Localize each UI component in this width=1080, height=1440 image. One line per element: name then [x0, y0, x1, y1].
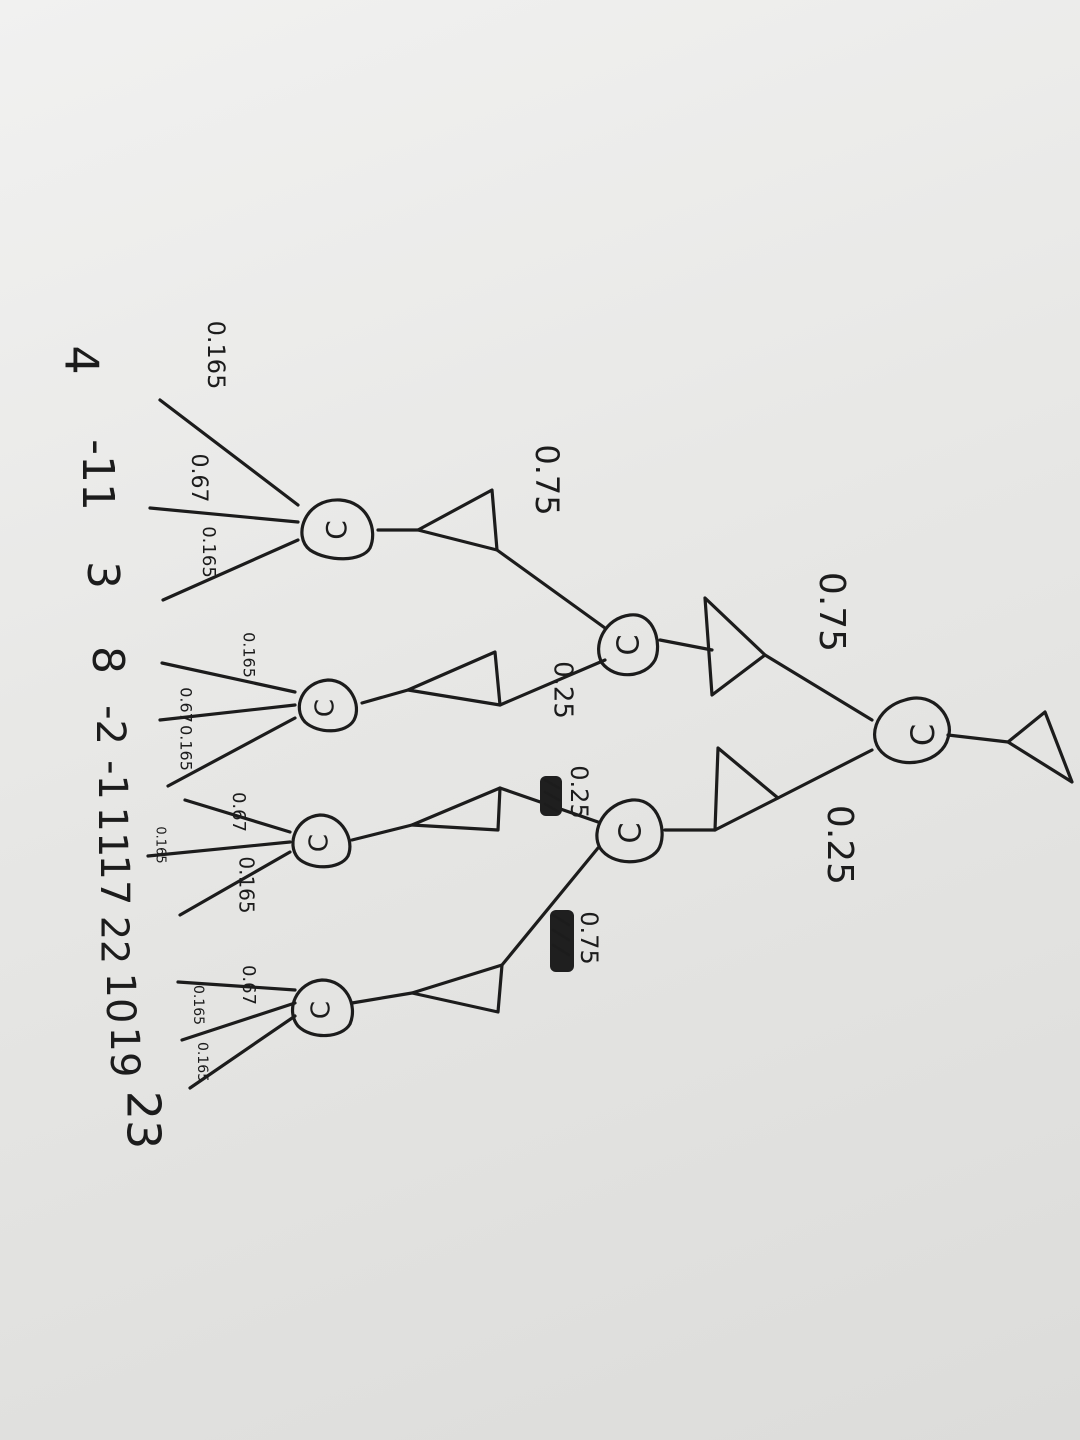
edge-c2-b — [158, 703, 297, 722]
edge-c1-b — [148, 506, 300, 524]
edge-l2-2-to-chance — [360, 688, 410, 705]
edge-l1-left-b — [498, 658, 607, 707]
label-c2-a: 0.165 — [240, 632, 259, 678]
leaf-value-5: -2 — [87, 705, 133, 745]
label-c2-c: 0.165 — [177, 725, 196, 771]
leaf-value-10: 10 — [97, 973, 143, 1024]
l2-tri-1 — [416, 488, 499, 552]
edge-l2-3-to-chance — [350, 823, 414, 842]
l1-left-chance-letter: C — [612, 635, 647, 656]
label-c3-a: 0.67 — [228, 792, 249, 832]
l2-chance-1-letter: C — [320, 520, 353, 540]
edge-c3-a — [183, 798, 292, 834]
l1-right-triangle — [713, 746, 780, 832]
label-l1-right-b: 0.75 — [575, 911, 603, 964]
l2-chance-2 — [297, 678, 359, 733]
edge-l2-4-to-chance — [350, 991, 414, 1005]
l2-tri-4 — [410, 963, 504, 1014]
l2-chance-4 — [291, 978, 355, 1038]
label-c1-c: 0.165 — [198, 526, 219, 578]
label-c3-c: 0.165 — [235, 856, 259, 913]
edge-c2-a — [160, 661, 297, 694]
label-c4-c: 0.165 — [194, 1042, 210, 1082]
label-l1-left-b: 0.25 — [548, 661, 578, 719]
leaf-value-6: -1 — [89, 760, 135, 800]
leaf-value-3: 3 — [77, 561, 128, 589]
label-l1-left-a: 0.75 — [528, 444, 566, 515]
edge-c4-a — [176, 980, 297, 992]
label-c1-a: 0.165 — [202, 321, 230, 390]
label-root-right: 0.25 — [819, 805, 860, 885]
scribble-mark-b — [550, 910, 574, 972]
label-c2-b: 0.67 — [177, 687, 196, 723]
leaf-value-12: 23 — [117, 1091, 171, 1150]
leaf-value-2: -11 — [72, 439, 123, 511]
root-max-triangle — [1006, 710, 1074, 784]
leaf-value-8: 17 — [91, 855, 137, 906]
edge-c4-c — [188, 1014, 297, 1090]
l1-right-chance-node — [595, 798, 664, 864]
leaf-value-1: 4 — [55, 345, 109, 374]
l1-left-chance-node — [597, 613, 660, 677]
edge-l1-left-tri-to-chance — [658, 638, 714, 652]
root-chance-letter: C — [904, 724, 942, 746]
label-root-left: 0.75 — [811, 572, 852, 652]
edge-c1-c — [161, 538, 300, 602]
edge-c2-c — [166, 716, 297, 788]
edge-root-left — [763, 653, 874, 722]
l1-right-chance-letter: C — [614, 823, 649, 844]
label-c4-b: 0.165 — [190, 985, 206, 1025]
root-chance-node — [873, 696, 951, 765]
l2-tri-3 — [410, 786, 502, 832]
scribble-mark-a — [540, 776, 562, 816]
label-l1-right-a: 0.25 — [565, 765, 593, 818]
leaf-value-7: 11 — [89, 807, 135, 858]
l2-chance-3-letter: C — [305, 834, 335, 852]
leaf-value-11: 19 — [101, 1027, 147, 1078]
edge-l1-right-b — [500, 846, 600, 967]
leaf-value-9: 22 — [93, 916, 137, 964]
leaf-value-4: 8 — [82, 646, 133, 674]
edge-c3-c — [178, 850, 292, 917]
l2-chance-4-letter: C — [307, 1001, 337, 1019]
edge-l1-left-a — [495, 548, 607, 630]
l1-left-triangle — [703, 596, 767, 697]
edge-root-tri-to-chance — [946, 733, 1010, 744]
label-c3-b: 0.165 — [153, 826, 168, 863]
l2-chance-2-letter: C — [311, 699, 341, 717]
edge-c1-a — [158, 398, 300, 507]
edge-root-right — [776, 748, 874, 800]
edge-c3-b — [146, 840, 292, 858]
l2-chance-1 — [300, 498, 375, 561]
l2-chance-3 — [291, 813, 352, 869]
label-c4-a: 0.67 — [238, 965, 259, 1005]
label-c1-b: 0.67 — [186, 454, 211, 503]
edge-c4-b — [180, 1001, 297, 1042]
l2-tri-2 — [406, 650, 502, 707]
